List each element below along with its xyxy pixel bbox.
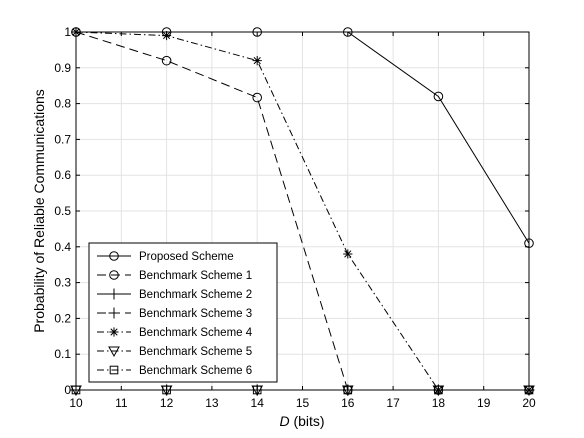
y-tick-label: 1 bbox=[64, 25, 71, 39]
legend-marker bbox=[108, 307, 120, 319]
legend-item: Benchmark Scheme 4 bbox=[97, 327, 253, 339]
y-tick-label: 0.9 bbox=[54, 61, 71, 75]
legend-label: Benchmark Scheme 1 bbox=[139, 270, 252, 282]
x-tick-label: 18 bbox=[432, 396, 446, 410]
y-tick-label: 0.2 bbox=[54, 311, 71, 325]
legend-marker bbox=[109, 365, 119, 375]
x-tick-label: 17 bbox=[386, 396, 400, 410]
legend-label: Benchmark Scheme 6 bbox=[139, 365, 252, 377]
y-tick-label: 0.4 bbox=[54, 240, 71, 254]
x-axis-label: D (bits) bbox=[279, 413, 324, 429]
legend-item: Benchmark Scheme 2 bbox=[97, 288, 252, 301]
y-tick-label: 0.5 bbox=[54, 204, 71, 218]
legend-item: Benchmark Scheme 5 bbox=[97, 346, 252, 358]
legend-label: Benchmark Scheme 2 bbox=[139, 289, 252, 301]
benchmark-scheme-1-point bbox=[252, 92, 263, 103]
proposed-scheme-point bbox=[433, 91, 444, 102]
benchmark-scheme-4-point bbox=[252, 56, 262, 66]
y-axis-label: Probability of Reliable Communications bbox=[31, 89, 47, 333]
y-tick-label: 0.1 bbox=[54, 347, 71, 361]
x-tick-label: 15 bbox=[296, 396, 310, 410]
x-tick-label: 16 bbox=[341, 396, 355, 410]
legend-box bbox=[88, 242, 278, 383]
y-tick-label: 0 bbox=[64, 383, 71, 397]
x-tick-label: 12 bbox=[160, 396, 174, 410]
legend-marker bbox=[109, 270, 119, 280]
x-tick-label: 19 bbox=[477, 396, 491, 410]
y-tick-label: 0.6 bbox=[54, 168, 71, 182]
legend-item: Proposed Scheme bbox=[97, 251, 234, 263]
x-tick-label: 20 bbox=[522, 396, 536, 410]
x-tick-label: 13 bbox=[205, 396, 219, 410]
legend-item: Benchmark Scheme 3 bbox=[97, 307, 252, 320]
legend-label: Proposed Scheme bbox=[139, 251, 234, 263]
legend-marker bbox=[108, 288, 120, 300]
x-tick-label: 10 bbox=[69, 396, 83, 410]
x-axis-label-variable: D bbox=[279, 413, 289, 429]
x-axis-label-unit: (bits) bbox=[290, 413, 325, 429]
legend-item: Benchmark Scheme 1 bbox=[97, 270, 252, 282]
y-tick-label: 0.8 bbox=[54, 97, 71, 111]
legend-label: Benchmark Scheme 5 bbox=[139, 346, 252, 358]
tick-group: 10 11 12 13 14 15 16 17 18 19 20 0 0.1 0.2 0.3 0.4 0.5 0.… bbox=[54, 25, 536, 410]
legend-label: Benchmark Scheme 3 bbox=[139, 308, 252, 320]
legend: Proposed Scheme Benchmark Scheme 1 Benchma… bbox=[88, 242, 278, 383]
legend-marker bbox=[109, 251, 119, 261]
y-tick-label: 0.7 bbox=[54, 132, 71, 146]
benchmark-scheme-1-point bbox=[161, 55, 172, 66]
x-tick-label: 11 bbox=[115, 396, 128, 410]
legend-marker bbox=[109, 327, 119, 337]
legend-item: Benchmark Scheme 6 bbox=[97, 365, 252, 377]
benchmark-scheme-4-point bbox=[343, 249, 353, 259]
legend-marker bbox=[108, 346, 120, 358]
legend-label: Benchmark Scheme 4 bbox=[139, 327, 253, 339]
x-tick-label: 14 bbox=[251, 396, 265, 410]
y-tick-label: 0.3 bbox=[54, 276, 71, 290]
